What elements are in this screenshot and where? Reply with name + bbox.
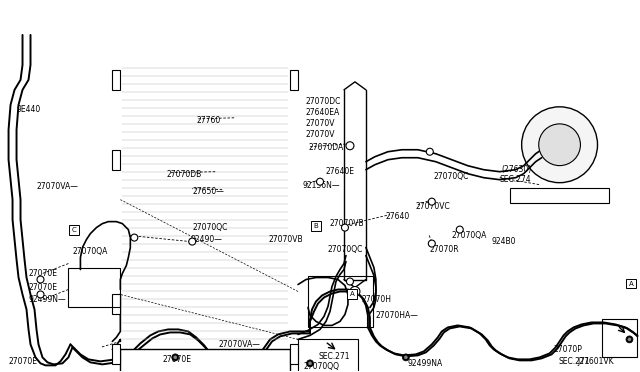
Circle shape: [37, 291, 44, 298]
Circle shape: [173, 356, 177, 359]
Text: 92136N—: 92136N—: [302, 181, 340, 190]
Bar: [347, 289, 357, 299]
Bar: [68, 267, 120, 308]
Text: 27070QA: 27070QA: [72, 247, 108, 256]
Bar: [69, 225, 79, 235]
Text: SEC.271: SEC.271: [559, 357, 590, 366]
Text: (27630): (27630): [502, 165, 532, 174]
Bar: [290, 70, 298, 90]
Text: 27070E: 27070E: [29, 269, 58, 278]
Text: 27070P: 27070P: [554, 345, 582, 354]
Circle shape: [350, 286, 360, 296]
Text: 27070DB: 27070DB: [166, 170, 202, 179]
Bar: [627, 279, 636, 289]
Circle shape: [428, 198, 435, 205]
Text: 27070V: 27070V: [305, 130, 335, 139]
Circle shape: [172, 354, 179, 361]
Text: 27070R: 27070R: [430, 245, 460, 254]
Circle shape: [37, 276, 44, 283]
Circle shape: [131, 234, 138, 241]
Circle shape: [307, 360, 314, 367]
Text: 27640EA: 27640EA: [305, 108, 339, 117]
Text: B: B: [314, 222, 318, 229]
Text: 924B0: 924B0: [492, 237, 516, 246]
Text: 27070VC: 27070VC: [416, 202, 451, 211]
Text: 27070DC: 27070DC: [305, 97, 340, 106]
Circle shape: [426, 148, 433, 155]
Text: 92499N—: 92499N—: [29, 295, 66, 304]
Circle shape: [522, 107, 598, 183]
Text: A: A: [349, 292, 355, 298]
Text: 27070E: 27070E: [8, 357, 38, 366]
Circle shape: [317, 178, 323, 185]
Circle shape: [428, 240, 435, 247]
Circle shape: [403, 354, 410, 361]
Bar: [509, 187, 609, 203]
Bar: [113, 150, 120, 170]
Text: 9E440: 9E440: [17, 105, 41, 114]
Bar: [113, 344, 120, 364]
Text: SEC.271: SEC.271: [318, 352, 349, 361]
Circle shape: [404, 356, 408, 359]
Circle shape: [456, 226, 463, 233]
Text: C: C: [72, 227, 77, 232]
Text: 27070VB: 27070VB: [268, 235, 303, 244]
Circle shape: [342, 224, 348, 231]
Text: 27760: 27760: [196, 116, 220, 125]
Text: A: A: [629, 280, 634, 286]
Bar: [113, 295, 120, 314]
Text: 92490—: 92490—: [190, 235, 222, 244]
Text: 27640: 27640: [386, 212, 410, 221]
Text: 27070E: 27070E: [29, 283, 58, 292]
Circle shape: [626, 336, 633, 343]
Text: 27640E: 27640E: [326, 167, 355, 176]
Text: 27070QQ: 27070QQ: [303, 362, 339, 371]
Circle shape: [539, 124, 580, 166]
Text: 27070HA—: 27070HA—: [376, 311, 419, 320]
Circle shape: [346, 278, 353, 285]
Text: 27070V: 27070V: [305, 119, 335, 128]
Circle shape: [308, 362, 312, 365]
Text: 92499NA: 92499NA: [408, 359, 443, 368]
Text: 27070H: 27070H: [362, 295, 392, 304]
Text: 27070VB: 27070VB: [330, 219, 365, 228]
Text: 27070VA—: 27070VA—: [218, 340, 260, 349]
Bar: [298, 339, 358, 372]
Bar: [311, 221, 321, 231]
Text: 27070VA—: 27070VA—: [36, 182, 78, 191]
Bar: [602, 320, 637, 357]
Bar: [290, 344, 298, 364]
Text: 27070QA: 27070QA: [452, 231, 487, 240]
Text: 27070QC: 27070QC: [328, 245, 364, 254]
Circle shape: [628, 338, 631, 341]
Bar: [113, 70, 120, 90]
Text: 27070QC: 27070QC: [434, 172, 469, 181]
Bar: [120, 349, 290, 372]
Text: 27650—: 27650—: [192, 187, 224, 196]
Text: 27070DA: 27070DA: [308, 143, 343, 152]
Text: SEC.274: SEC.274: [500, 175, 531, 184]
Bar: [308, 276, 373, 327]
Text: J27601VK: J27601VK: [577, 357, 614, 366]
Text: 27070QC: 27070QC: [192, 223, 228, 232]
Circle shape: [346, 142, 354, 150]
Circle shape: [189, 238, 196, 245]
Text: 27070E: 27070E: [163, 355, 191, 364]
